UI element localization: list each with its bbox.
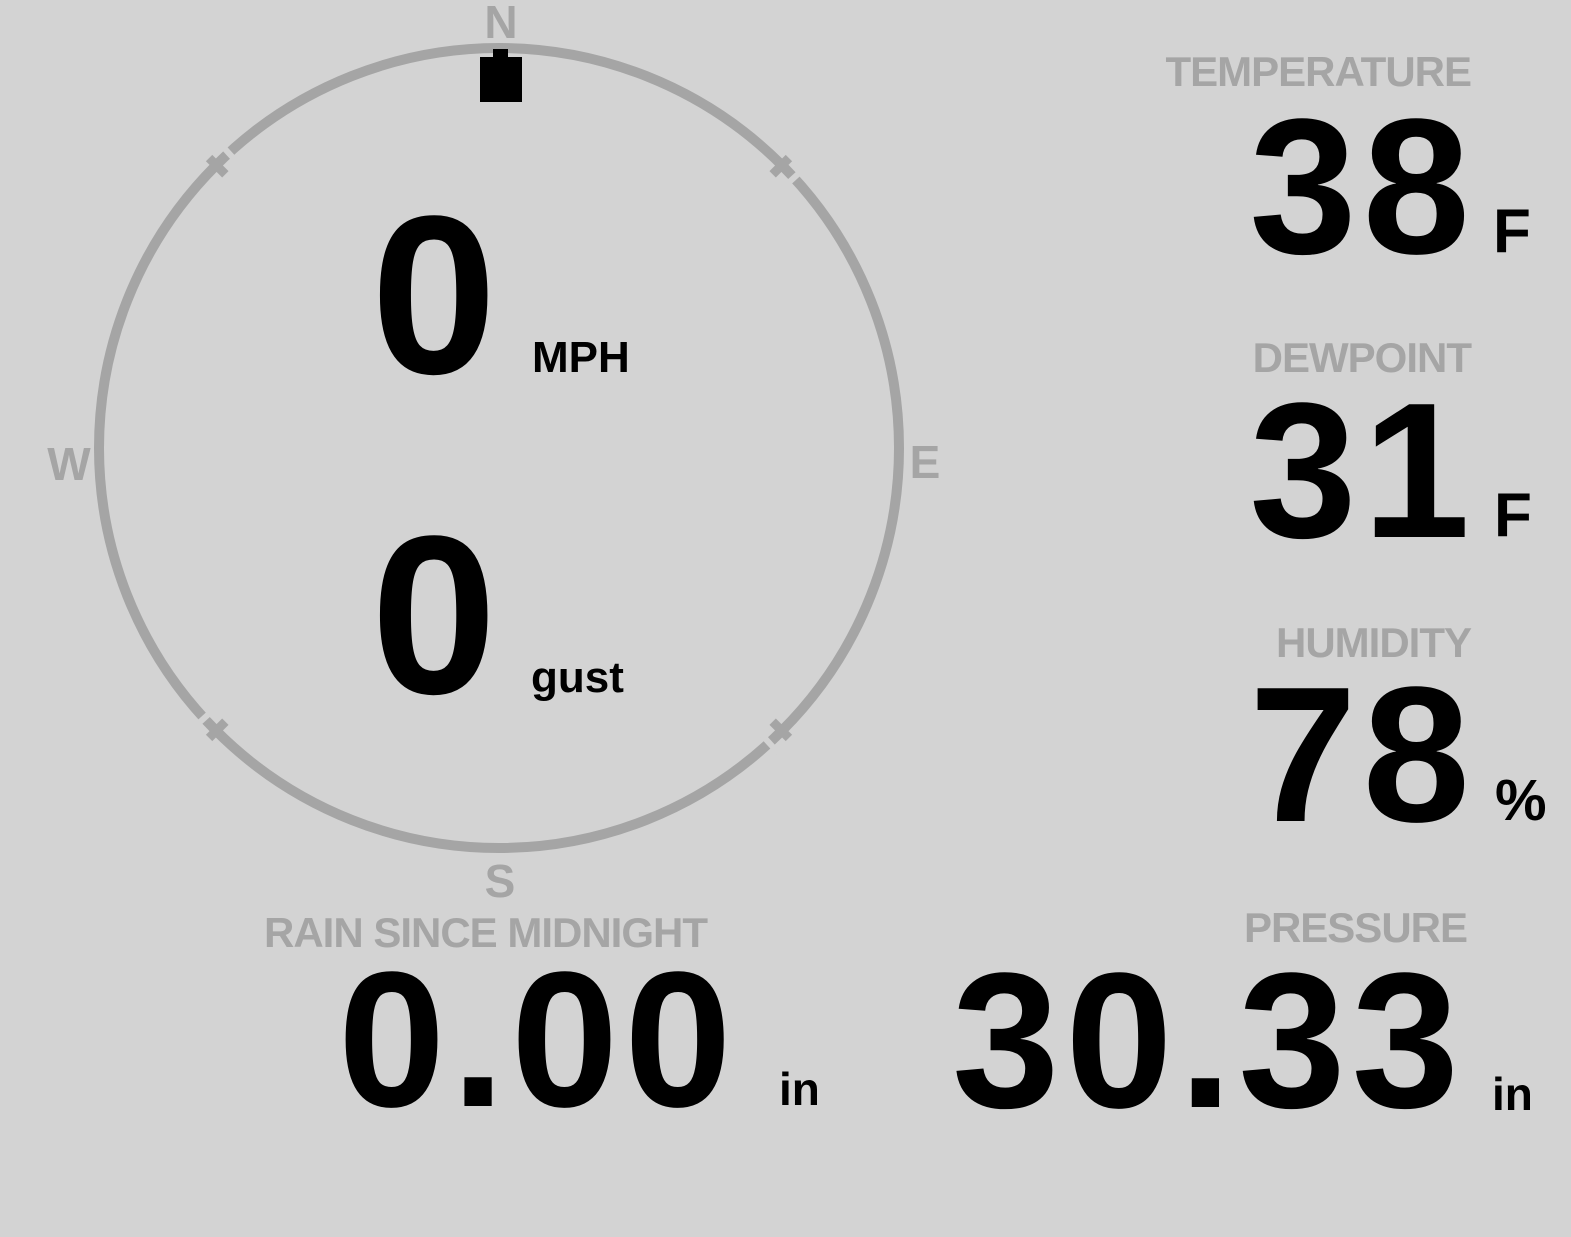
wind-speed-value: 0 — [371, 168, 497, 421]
temperature-unit: F — [1493, 197, 1531, 266]
dewpoint-value: 31 — [1249, 362, 1476, 578]
humidity-value: 78 — [1249, 646, 1476, 862]
humidity-label: HUMIDITY — [1276, 619, 1472, 666]
wind-direction-marker — [480, 49, 522, 102]
compass-west-label: W — [47, 438, 91, 490]
compass-tick-se — [754, 718, 793, 756]
rain-value: 0.00 — [338, 931, 738, 1147]
compass-south-label: S — [484, 855, 516, 907]
pressure-label: PRESSURE — [1243, 904, 1468, 951]
temperature-label: TEMPERATURE — [1165, 48, 1472, 95]
wind-gust-value: 0 — [371, 488, 497, 741]
compass-tick-nw — [205, 140, 244, 178]
rain-label: RAIN SINCE MIDNIGHT — [264, 909, 708, 956]
compass-north-label: N — [484, 0, 518, 48]
dewpoint-label: DEWPOINT — [1252, 334, 1472, 381]
pressure-value: 30.33 — [952, 932, 1465, 1148]
temperature-value: 38 — [1249, 78, 1476, 294]
wind-speed-unit: MPH — [532, 333, 630, 382]
dewpoint-unit: F — [1494, 481, 1532, 550]
wind-gust-unit: gust — [531, 653, 624, 702]
pressure-unit: in — [1492, 1068, 1533, 1120]
humidity-unit: % — [1495, 768, 1547, 833]
compass-tick-ne — [769, 154, 807, 193]
rain-unit: in — [779, 1063, 820, 1115]
compass-tick-sw — [191, 703, 229, 742]
compass-east-label: E — [909, 436, 941, 488]
